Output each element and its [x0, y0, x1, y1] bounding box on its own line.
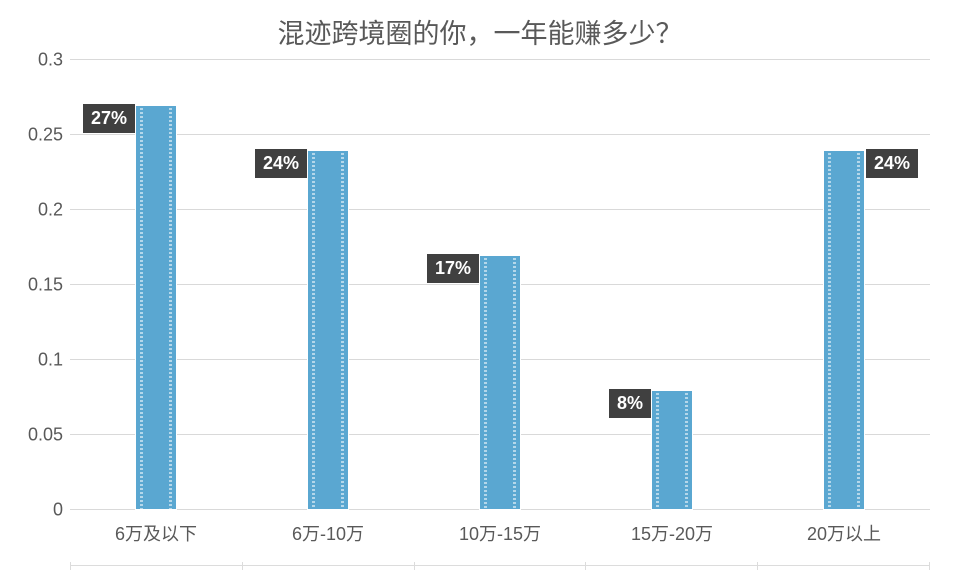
bar-stripe-icon: [341, 151, 344, 509]
plot-area: 0 0.05 0.1 0.15 0.2 0.25 0.3 27% 6万及以下: [70, 60, 930, 510]
bar-stripe-icon: [656, 391, 659, 509]
bar-stripe-icon: [685, 391, 688, 509]
ytick-label: 0.15: [15, 275, 63, 296]
bar-value-label: 24%: [866, 149, 918, 178]
bar-stripe-icon: [857, 151, 860, 509]
bar: 17%: [479, 255, 521, 510]
xtick-label: 6万-10万: [292, 520, 364, 546]
xtick-label: 20万以上: [807, 520, 881, 546]
ytick-label: 0.05: [15, 425, 63, 446]
bar-slot: 24% 6万-10万: [242, 60, 414, 510]
bar: 24%: [307, 150, 349, 510]
bar: 27%: [135, 105, 177, 510]
bar-stripe-icon: [140, 106, 143, 509]
bar-stripe-icon: [513, 256, 516, 509]
bars-row: 27% 6万及以下 24% 6万-10万 17% 10万-15万: [70, 60, 930, 510]
ytick-label: 0.2: [15, 200, 63, 221]
chart-bottom-ticks: [70, 562, 930, 570]
ytick-label: 0: [15, 500, 63, 521]
bar-value-label: 24%: [255, 149, 307, 178]
bar-value-label: 17%: [427, 254, 479, 283]
xtick-label: 15万-20万: [631, 520, 713, 546]
bar-slot: 24% 20万以上: [758, 60, 930, 510]
ytick-label: 0.1: [15, 350, 63, 371]
chart-container: 混迹跨境圈的你，一年能赚多少？ 0 0.05 0.1 0.15 0.2 0.25…: [0, 0, 960, 576]
bar-stripe-icon: [484, 256, 487, 509]
bar-stripe-icon: [828, 151, 831, 509]
bar-stripe-icon: [312, 151, 315, 509]
ytick-label: 0.25: [15, 125, 63, 146]
bar-value-label: 8%: [609, 389, 651, 418]
chart-title: 混迹跨境圈的你，一年能赚多少？: [0, 12, 960, 51]
bar: 8%: [651, 390, 693, 510]
bar-slot: 8% 15万-20万: [586, 60, 758, 510]
bar: 24%: [823, 150, 865, 510]
bar-value-label: 27%: [83, 104, 135, 133]
bar-slot: 17% 10万-15万: [414, 60, 586, 510]
bar-stripe-icon: [169, 106, 172, 509]
xtick-label: 6万及以下: [115, 520, 197, 546]
bar-slot: 27% 6万及以下: [70, 60, 242, 510]
xtick-label: 10万-15万: [459, 520, 541, 546]
ytick-label: 0.3: [15, 50, 63, 71]
